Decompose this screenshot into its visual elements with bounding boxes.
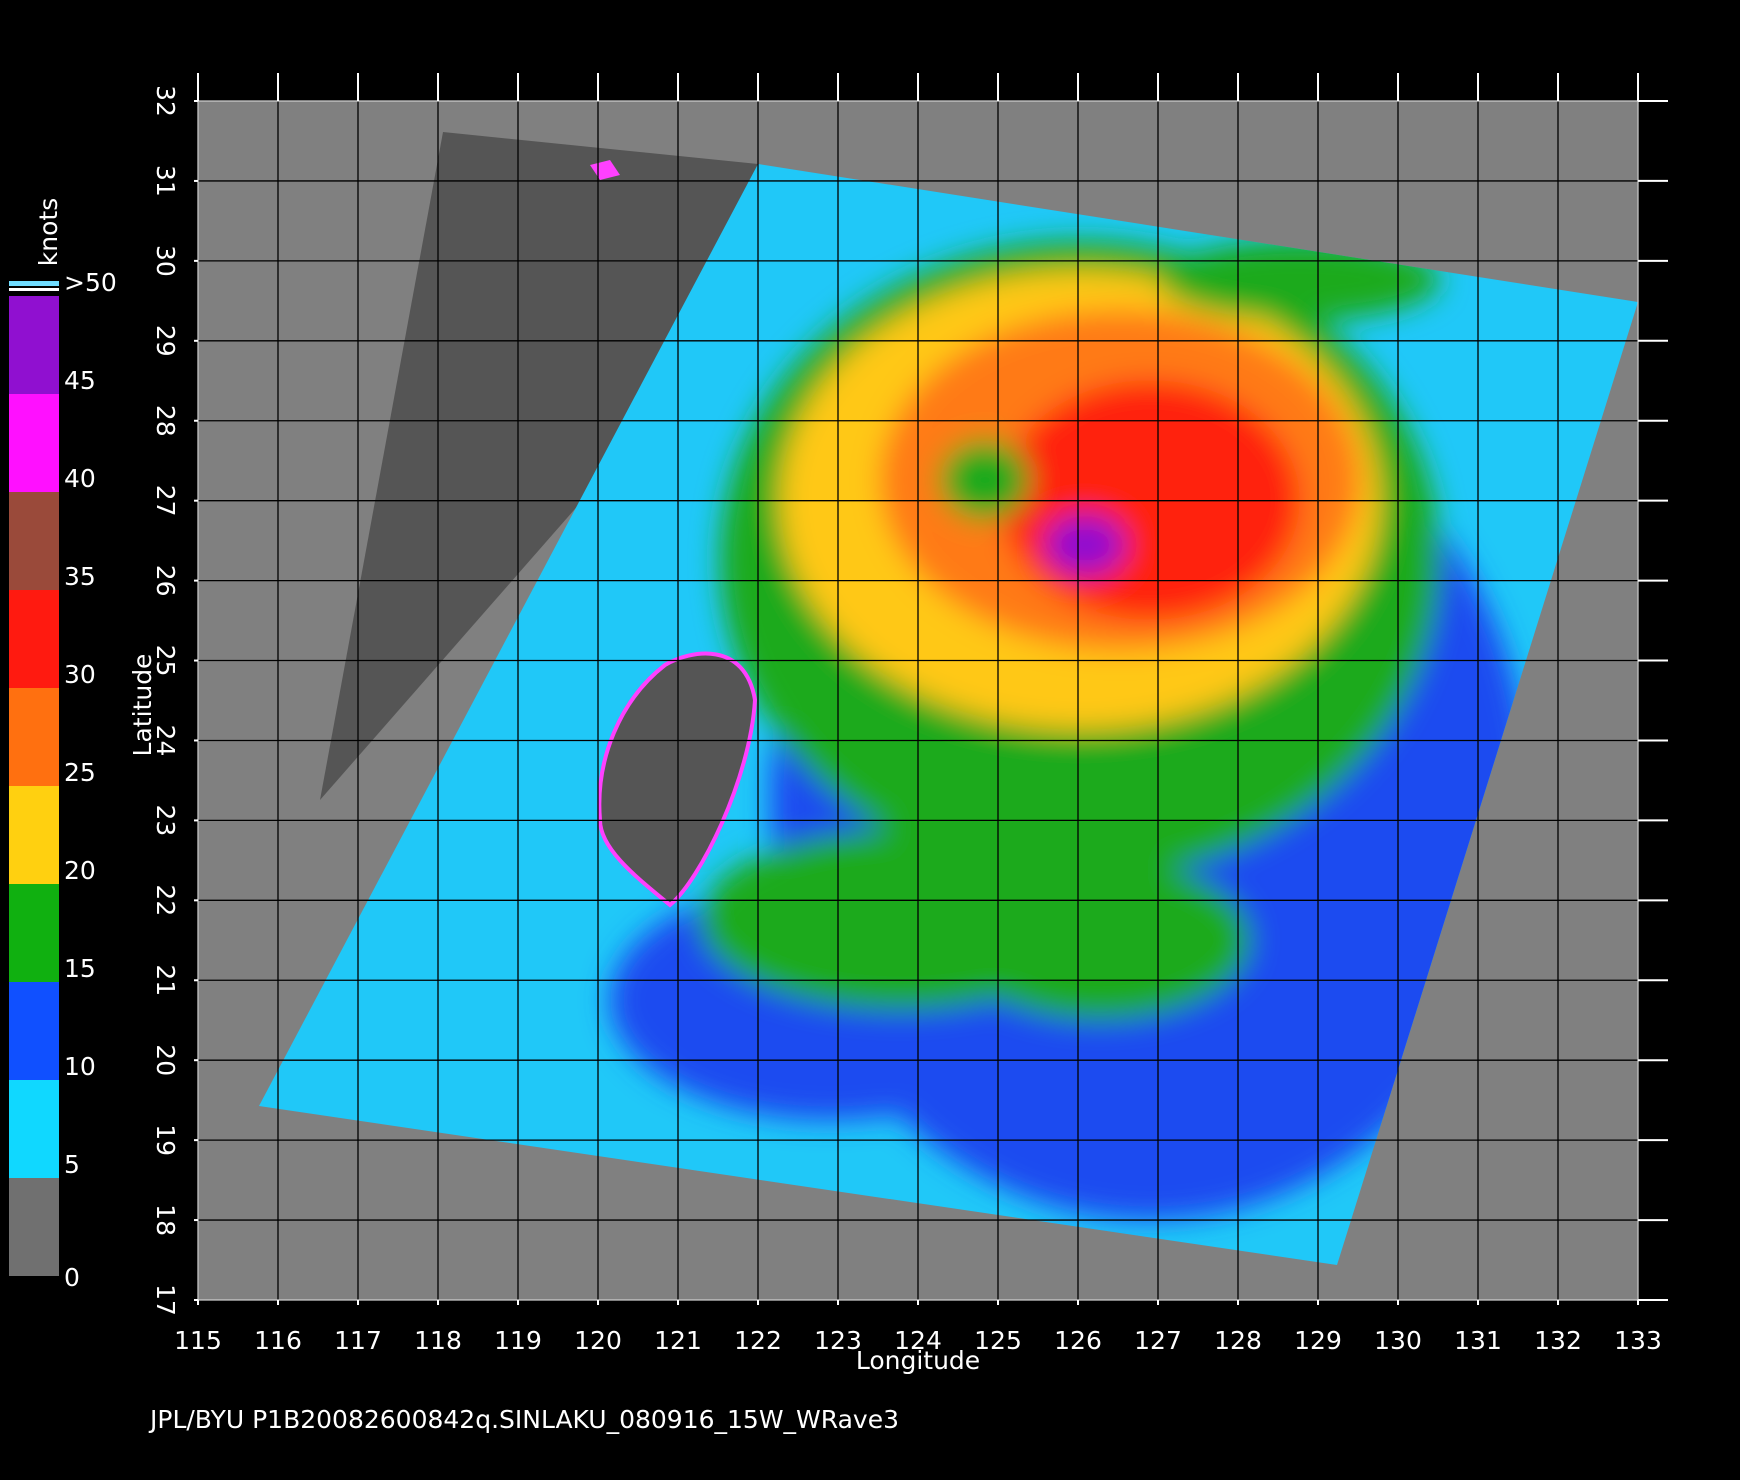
y-tick-label: 21	[151, 964, 180, 996]
x-tick-label: 115	[174, 1326, 222, 1355]
x-axis-label: Longitude	[856, 1346, 980, 1375]
colorbar-tick-label: 35	[64, 562, 96, 591]
x-tick-label: 129	[1294, 1326, 1342, 1355]
colorbar-tick-label: 25	[64, 758, 96, 787]
y-tick-label: 26	[151, 565, 180, 597]
y-tick-label: 30	[151, 245, 180, 277]
colorbar-tick-label: 30	[64, 660, 96, 689]
plot-frame	[197, 100, 1639, 1301]
colorbar-segment	[9, 492, 59, 590]
x-tick-label: 123	[814, 1326, 862, 1355]
x-tick-label: 133	[1614, 1326, 1662, 1355]
x-tick-label: 125	[974, 1326, 1022, 1355]
y-tick-label: 18	[151, 1204, 180, 1236]
footer: JPL/BYU P1B20082600842q.SINLAKU_080916_1…	[148, 1405, 899, 1434]
y-tick-label: 19	[151, 1124, 180, 1156]
x-tick-label: 127	[1134, 1326, 1182, 1355]
y-tick-label: 29	[151, 325, 180, 357]
colorbar-segment	[9, 1080, 59, 1178]
y-tick-label: 25	[151, 645, 180, 677]
y-axis-label: Latitude	[128, 654, 157, 757]
y-tick-label: 23	[151, 804, 180, 836]
colorbar-tick-label: 0	[64, 1263, 80, 1292]
colorbar-segment	[9, 688, 59, 786]
x-tick-label: 131	[1454, 1326, 1502, 1355]
colorbar-segment	[9, 296, 59, 394]
colorbar-segment	[9, 1178, 59, 1276]
colorbar-segment	[9, 884, 59, 982]
colorbar-segment	[9, 982, 59, 1080]
x-tick-label: 119	[494, 1326, 542, 1355]
y-tick-label: 32	[151, 85, 180, 117]
colorbar-tick-label: 5	[64, 1150, 80, 1179]
y-tick-label: 31	[151, 165, 180, 197]
y-tick-label: 22	[151, 884, 180, 916]
x-tick-label: 126	[1054, 1326, 1102, 1355]
x-tick-label: 118	[414, 1326, 462, 1355]
colorbar-tick-label: 10	[64, 1052, 96, 1081]
x-tick-label: 116	[254, 1326, 302, 1355]
x-tick-label: 124	[894, 1326, 942, 1355]
x-tick-label: 122	[734, 1326, 782, 1355]
colorbar-tick-label: >50	[64, 268, 117, 297]
colorbar: 0 5 10 15 20 25 30 35 40 45 >50	[9, 268, 117, 1292]
x-tick-label: 130	[1374, 1326, 1422, 1355]
y-tick-label: 27	[151, 485, 180, 517]
colorbar-tick-label: 45	[64, 366, 96, 395]
colorbar-tick-label: 40	[64, 464, 96, 493]
x-tick-label: 121	[654, 1326, 702, 1355]
y-tick-label: 17	[151, 1284, 180, 1316]
y-tick-label: 20	[151, 1044, 180, 1076]
x-tick-label: 132	[1534, 1326, 1582, 1355]
colorbar-segment	[9, 786, 59, 884]
x-tick-label: 117	[334, 1326, 382, 1355]
y-tick-label: 28	[151, 405, 180, 437]
x-tick-label: 128	[1214, 1326, 1262, 1355]
colorbar-segment	[9, 394, 59, 492]
axes: 115 116 117 118 119 120 121 122 123 124 125 126 127 1…	[151, 73, 1668, 1355]
grid	[198, 101, 1638, 1300]
colorbar-segment	[9, 590, 59, 688]
colorbar-tick-label: 20	[64, 856, 96, 885]
y-tick-label: 24	[151, 725, 180, 757]
colorbar-label: knots	[34, 198, 63, 266]
colorbar-tick-label: 15	[64, 954, 96, 983]
x-tick-label: 120	[574, 1326, 622, 1355]
